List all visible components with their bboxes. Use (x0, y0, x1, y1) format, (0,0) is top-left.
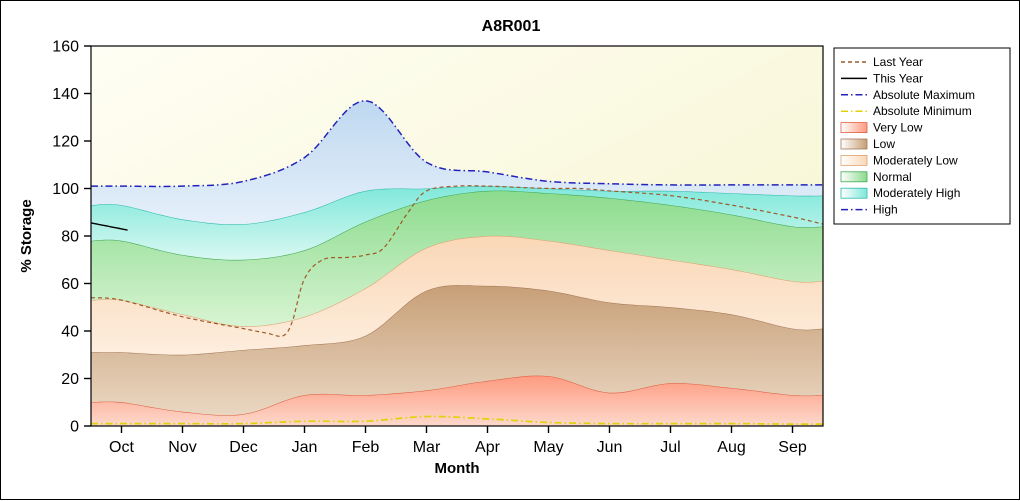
legend-item-very-low: Very Low (840, 121, 923, 135)
band-low (91, 285, 823, 416)
x-tick-label: Apr (475, 439, 501, 456)
y-tick-label: 0 (70, 419, 79, 436)
legend-label: Last Year (873, 55, 923, 69)
y-axis-label: % Storage (18, 199, 35, 272)
band-moderately-high (91, 186, 823, 260)
legend-fill-sample (840, 154, 868, 166)
x-tick-label: Jul (660, 439, 680, 456)
legend-item-absolute-minimum: Absolute Minimum (841, 104, 972, 118)
line-this-year (90, 222, 128, 231)
legend-item-absolute-maximum: Absolute Maximum (841, 88, 975, 102)
legend-item-low: Low (840, 137, 895, 151)
x-axis-label: Month (435, 460, 480, 477)
legend-label: Moderately Low (873, 153, 958, 167)
legend-label: Absolute Maximum (873, 88, 975, 102)
x-tick-label: May (533, 439, 563, 456)
plot-area (90, 45, 824, 427)
x-tick-label: Oct (109, 439, 134, 456)
band-moderately-low (91, 235, 823, 355)
legend: Last Year This Year Absolute Maximum Absolu… (833, 47, 1011, 225)
line-absolute-maximum (91, 99, 823, 188)
legend-label: Low (873, 137, 895, 151)
line-last-year (91, 185, 824, 338)
y-tick-label: 120 (52, 134, 79, 151)
legend-fill-sample (840, 171, 868, 183)
x-tick-label: Mar (413, 439, 441, 456)
legend-label: Absolute Minimum (873, 104, 972, 118)
legend-fill-sample (840, 187, 868, 199)
legend-label: Normal (873, 170, 912, 184)
y-tick-label: 40 (61, 324, 79, 341)
y-tick-label: 140 (52, 86, 79, 103)
band-normal (91, 190, 823, 327)
legend-item-moderately-low: Moderately Low (840, 153, 958, 167)
legend-label: High (873, 203, 898, 217)
x-tick-label: Nov (168, 439, 196, 456)
line-absolute-minimum (91, 415, 823, 425)
x-tick-label: Sep (778, 439, 807, 456)
band-very-low (91, 375, 823, 426)
x-tick-label: Dec (229, 439, 257, 456)
legend-label: Very Low (873, 121, 923, 135)
legend-item-normal: Normal (840, 170, 912, 184)
y-tick-label: 160 (52, 39, 79, 56)
x-tick-label: Feb (352, 439, 380, 456)
legend-item-moderately-high: Moderately High (840, 186, 960, 200)
legend-label: Moderately High (873, 186, 960, 200)
chart-title: A8R001 (482, 18, 541, 35)
legend-fill-sample (840, 122, 868, 133)
legend-item-last-year: Last Year (841, 55, 923, 69)
y-tick-label: 20 (61, 371, 79, 388)
x-tick-label: Aug (717, 439, 745, 456)
legend-item-this-year: This Year (841, 71, 923, 85)
axes: 0 20 40 60 80 100 120 140 160 Oct Nov Dec Jan Feb Mar A… (52, 39, 807, 457)
x-tick-label: Jan (292, 439, 318, 456)
band-high (91, 100, 823, 225)
legend-fill-sample (840, 138, 868, 150)
legend-label: This Year (873, 71, 923, 85)
y-tick-label: 100 (52, 181, 79, 198)
y-tick-label: 60 (61, 276, 79, 293)
legend-item-high: High (841, 203, 898, 217)
x-tick-label: Jun (597, 439, 623, 456)
y-tick-label: 80 (61, 229, 79, 246)
